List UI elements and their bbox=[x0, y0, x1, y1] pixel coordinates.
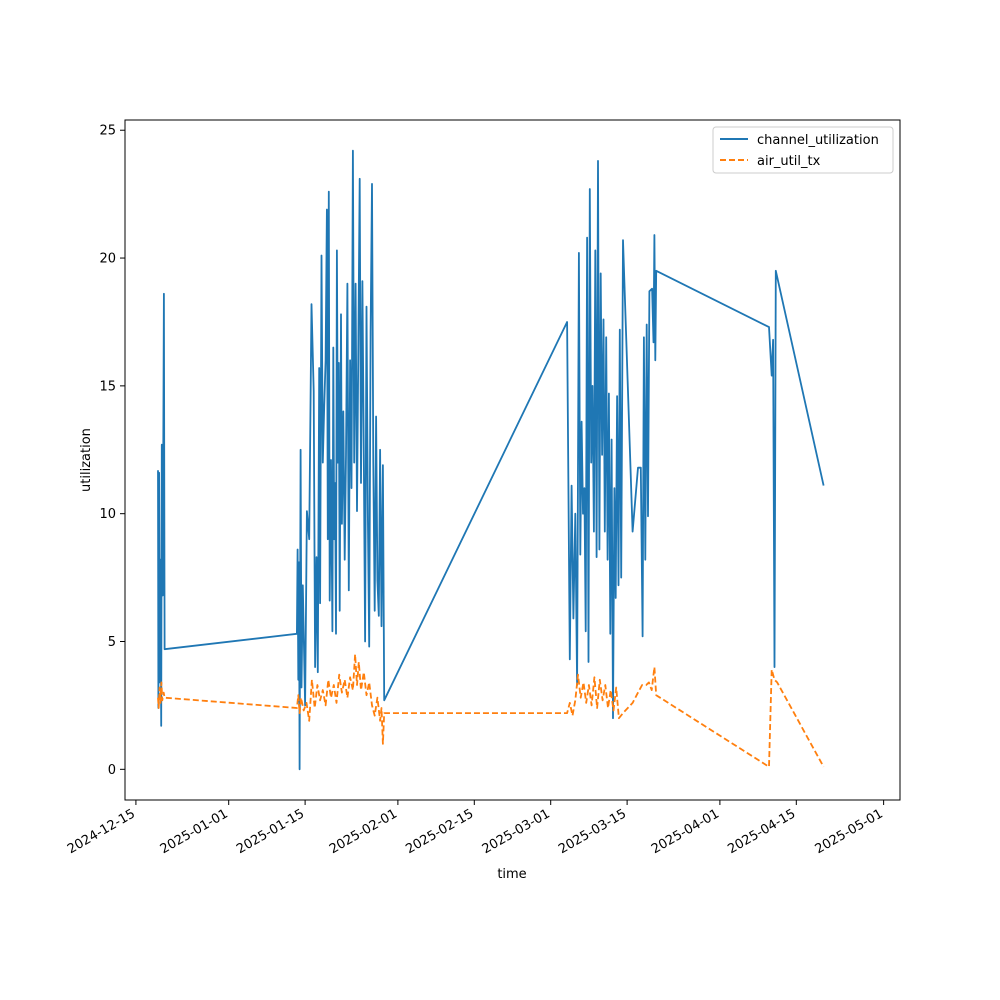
legend: channel_utilization air_util_tx bbox=[712, 126, 894, 174]
y-tick-label: 25 bbox=[99, 124, 116, 139]
series-layer bbox=[157, 149, 825, 771]
legend-box bbox=[712, 126, 894, 174]
y-tick-label: 10 bbox=[99, 507, 116, 522]
legend-label-channel-utilization: channel_utilization bbox=[757, 133, 879, 148]
y-tick-label: 15 bbox=[99, 379, 116, 394]
y-tick-label: 5 bbox=[108, 635, 116, 650]
legend-label-air-util-tx: air_util_tx bbox=[757, 154, 821, 169]
plot-area bbox=[125, 120, 900, 800]
plot-frame bbox=[124, 119, 901, 801]
x-axis-label: time bbox=[497, 867, 526, 882]
y-tick-label: 0 bbox=[108, 763, 116, 778]
series-line-channel-utilization bbox=[157, 149, 825, 771]
y-tick-label: 20 bbox=[99, 252, 116, 267]
y-axis-label: utilization bbox=[79, 428, 94, 492]
y-axis: 0 5 10 15 20 25 bbox=[99, 124, 125, 778]
series-line-air-util-tx bbox=[157, 653, 825, 768]
